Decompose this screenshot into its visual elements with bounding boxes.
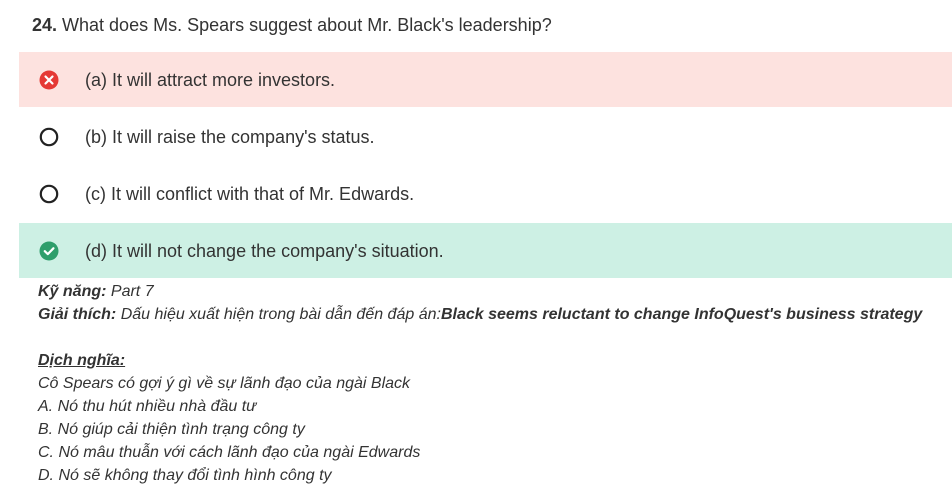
option-d[interactable]: (d) It will not change the company's sit… (19, 223, 952, 278)
translation-line: Cô Spears có gợi ý gì về sự lãnh đạo của… (38, 375, 411, 392)
skill-value: Part 7 (110, 283, 154, 300)
answer-options: (a) It will attract more investors. (b) … (19, 52, 952, 280)
translation-line: D. Nó sẽ không thay đổi tình hình công t… (38, 467, 332, 484)
explain-text: Dấu hiệu xuất hiện trong bài dẫn đến đáp… (120, 306, 441, 323)
option-d-label: (d) It will not change the company's sit… (85, 241, 444, 261)
translation-label: Dịch nghĩa: (38, 352, 126, 369)
explanation-panel: Kỹ năng: Part 7 Giải thích: Dấu hiệu xuấ… (38, 280, 948, 487)
question-text: What does Ms. Spears suggest about Mr. B… (62, 15, 552, 35)
skill-label: Kỹ năng: (38, 283, 107, 300)
option-b-label: (b) It will raise the company's status. (85, 127, 375, 147)
check-circle-icon (39, 241, 59, 261)
explain-evidence: Black seems reluctant to change InfoQues… (440, 306, 923, 323)
skill-line: Kỹ năng: Part 7 (38, 280, 948, 303)
option-b[interactable]: (b) It will raise the company's status. (19, 109, 952, 164)
option-c-label: (c) It will conflict with that of Mr. Ed… (85, 184, 415, 204)
option-a-label: (a) It will attract more investors. (85, 70, 336, 90)
option-c[interactable]: (c) It will conflict with that of Mr. Ed… (19, 166, 952, 221)
x-circle-icon (39, 70, 59, 90)
radio-empty-icon[interactable] (39, 184, 59, 204)
explain-line: Giải thích: Dấu hiệu xuất hiện trong bài… (38, 303, 948, 326)
question-number: 24. (32, 15, 58, 35)
translation-line: A. Nó thu hút nhiều nhà đầu tư (38, 398, 257, 415)
explain-label: Giải thích: (38, 306, 117, 323)
spacer (38, 326, 948, 349)
translation-line: C. Nó mâu thuẫn với cách lãnh đạo của ng… (38, 444, 421, 461)
translation-heading: Dịch nghĩa: (38, 349, 948, 372)
radio-empty-icon[interactable] (39, 127, 59, 147)
translation-line: B. Nó giúp cải thiện tình trạng công ty (38, 421, 305, 438)
question-header: 24. What does Ms. Spears suggest about Mr… (32, 14, 552, 36)
option-a[interactable]: (a) It will attract more investors. (19, 52, 952, 107)
